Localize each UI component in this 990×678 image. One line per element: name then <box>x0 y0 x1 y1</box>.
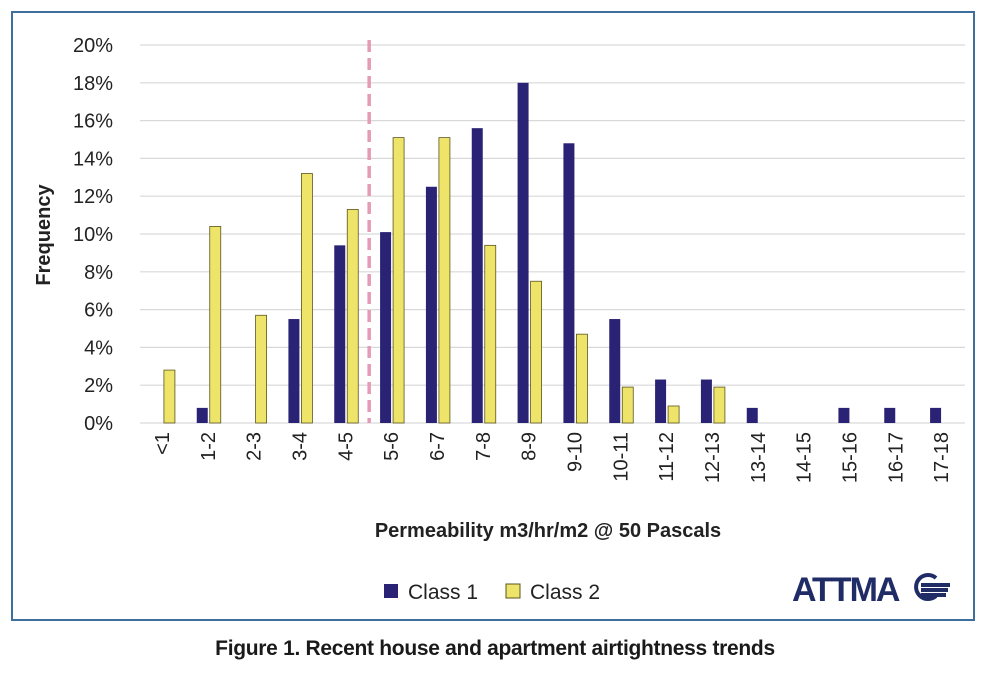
bar-class-1 <box>563 143 575 423</box>
y-tick-label: 18% <box>73 73 113 95</box>
bar-class-2 <box>301 173 313 424</box>
legend-label-class-1: Class 1 <box>408 581 478 604</box>
x-tick-label: 15-16 <box>839 432 861 483</box>
bar-class-2 <box>530 280 542 424</box>
x-tick-label: 9-10 <box>564 432 586 472</box>
y-tick-label: 12% <box>73 186 113 208</box>
x-tick-label: 16-17 <box>885 432 907 483</box>
y-tick-label: 4% <box>84 337 113 359</box>
bar-class-1 <box>425 186 437 423</box>
x-tick-label: 11-12 <box>656 432 678 482</box>
bar-class-1 <box>746 407 758 423</box>
y-tick-label: 16% <box>73 111 113 133</box>
y-tick-label: 20% <box>73 35 113 57</box>
bar-class-1 <box>196 407 208 423</box>
bar-class-2 <box>438 137 451 424</box>
bar-class-1 <box>655 379 667 423</box>
x-tick-label: 6-7 <box>427 432 449 461</box>
y-tick-labels: 0% 2% 4% 6% 8% 10% 12% 14% 16% 18% 20% <box>73 35 113 435</box>
bar-class-2 <box>484 244 497 424</box>
x-tick-label: 1-2 <box>198 432 220 461</box>
bar-class-1 <box>609 319 621 423</box>
x-axis-title: Permeability m3/hr/m2 @ 50 Pascals <box>375 520 721 542</box>
bar-class-1 <box>838 407 850 423</box>
attma-logo: ATTMA <box>792 571 950 609</box>
bar-class-1 <box>517 82 529 424</box>
bar-class-1 <box>884 407 896 423</box>
bar-class-1 <box>334 245 346 423</box>
bar-chart: 0% 2% 4% 6% 8% 10% 12% 14% 16% 18% 20% <1 1-2 2-3 3-4… <box>33 35 965 609</box>
bar-class-2 <box>209 226 222 424</box>
legend: Class 1 Class 2 <box>384 581 600 604</box>
x-tick-label: 8-9 <box>519 432 541 461</box>
y-tick-label: 14% <box>73 148 113 170</box>
y-tick-label: 0% <box>84 413 113 435</box>
x-tick-label: 17-18 <box>931 432 953 483</box>
bar-class-2 <box>576 333 588 424</box>
y-tick-label: 8% <box>84 262 113 284</box>
bar-class-2 <box>392 137 405 424</box>
y-tick-label: 2% <box>84 375 113 397</box>
gridlines <box>140 44 965 424</box>
bar-class-1 <box>288 319 300 423</box>
x-tick-label: 3-4 <box>289 432 311 461</box>
figure-caption: Figure 1. Recent house and apartment air… <box>215 637 775 660</box>
y-tick-label: 6% <box>84 300 113 322</box>
bar-class-1 <box>380 232 392 423</box>
bar-class-2 <box>713 386 726 424</box>
legend-swatch-class-2 <box>505 583 521 599</box>
x-tick-labels: <1 1-2 2-3 3-4 4-5 5-6 6-7 7-8 8-9 9-10 10-11 11-12… <box>152 432 953 483</box>
bar-class-1 <box>471 128 483 423</box>
legend-label-class-2: Class 2 <box>530 581 600 604</box>
bar-class-2 <box>621 386 634 424</box>
x-tick-label: 10-11 <box>610 432 632 482</box>
x-tick-label: 12-13 <box>702 432 724 483</box>
bars <box>163 82 942 424</box>
y-axis-title: Frequency <box>33 184 55 286</box>
bar-class-2 <box>346 209 359 424</box>
x-tick-label: 4-5 <box>335 432 357 461</box>
bar-class-2 <box>667 405 680 424</box>
attma-logo-mark <box>914 573 950 601</box>
bar-class-1 <box>930 407 942 423</box>
x-tick-label: 14-15 <box>794 432 816 483</box>
x-tick-label: 5-6 <box>381 432 403 461</box>
attma-logo-text: ATTMA <box>792 571 900 609</box>
bar-class-2 <box>255 314 267 424</box>
x-tick-label: 13-14 <box>748 432 770 483</box>
legend-swatch-class-1 <box>384 584 398 598</box>
x-tick-label: <1 <box>152 432 174 455</box>
y-tick-label: 10% <box>73 224 113 246</box>
bar-class-1 <box>700 379 712 423</box>
x-tick-label: 7-8 <box>473 432 495 461</box>
bar-class-2 <box>163 369 176 424</box>
x-tick-label: 2-3 <box>244 432 266 461</box>
